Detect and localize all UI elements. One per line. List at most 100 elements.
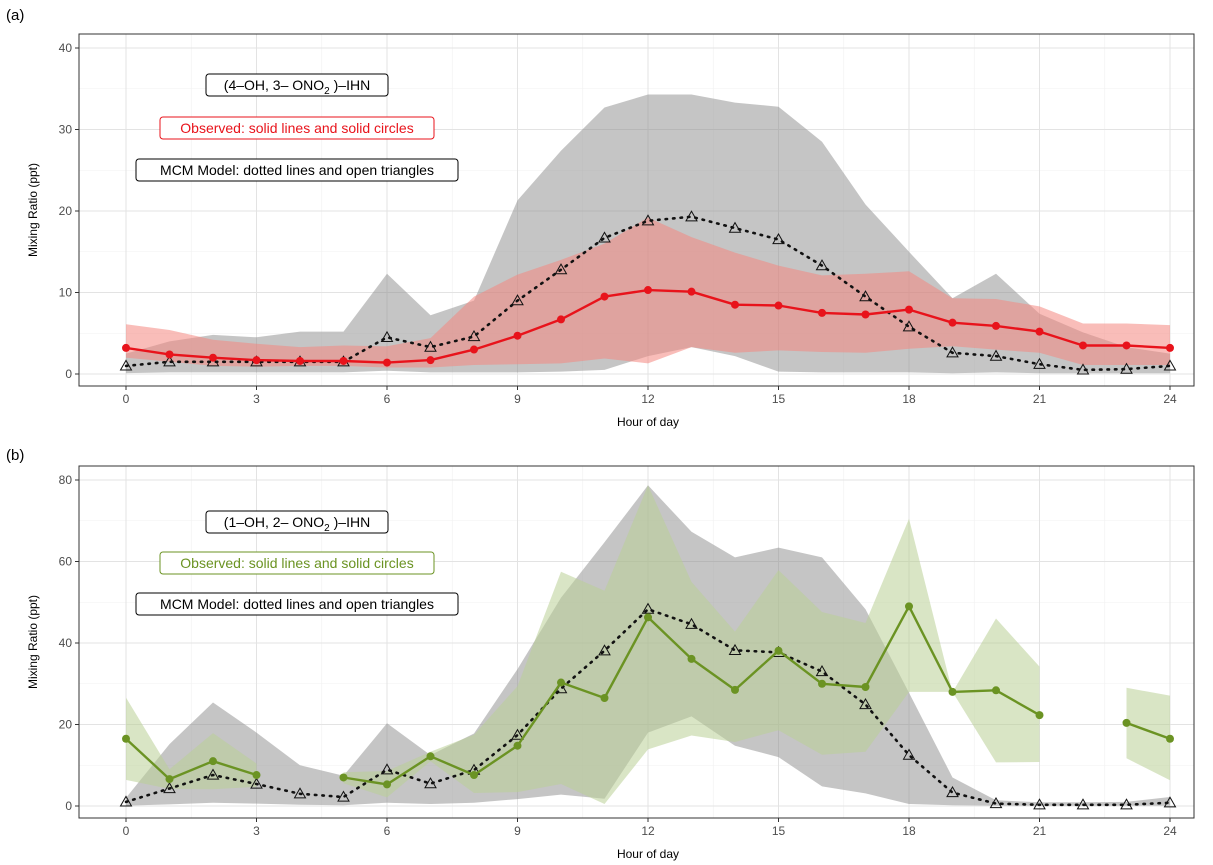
- observed-point: [1166, 734, 1174, 743]
- model-point: [685, 617, 698, 629]
- x-tick-label: 3: [253, 392, 260, 406]
- observed-point: [818, 679, 826, 688]
- observed-point: [383, 780, 391, 789]
- observed-point: [513, 331, 522, 340]
- model-point: [424, 777, 437, 789]
- plot-border: [78, 33, 1195, 387]
- observed-point: [296, 356, 304, 365]
- x-tick-label: 6: [384, 824, 391, 838]
- x-tick-label: 0: [123, 392, 130, 406]
- model-point: [598, 644, 611, 656]
- observed-point: [905, 305, 913, 314]
- model-point: [902, 748, 916, 760]
- x-tick-label: 24: [1163, 392, 1177, 406]
- model-legend-note-text: MCM Model: dotted lines and open triangl…: [160, 596, 434, 612]
- model-point: [641, 214, 655, 226]
- x-axis-title: Hour of day: [617, 415, 679, 429]
- model-point: [685, 210, 698, 222]
- observed-point: [383, 358, 391, 367]
- panel-label: (a): [6, 7, 24, 24]
- x-tick-label: 3: [253, 824, 260, 838]
- x-tick-label: 12: [641, 824, 655, 838]
- model-line: [124, 607, 1172, 807]
- observed-point: [122, 343, 130, 352]
- observed-point: [426, 752, 435, 761]
- x-tick-label: 0: [123, 824, 130, 838]
- model-point: [946, 346, 959, 358]
- model-point: [337, 790, 350, 802]
- model-point: [380, 763, 394, 775]
- x-axis-title: Hour of day: [617, 847, 679, 861]
- annotation-box: [159, 551, 435, 575]
- compound-text-subscript: 2: [324, 523, 330, 534]
- compound-text-pre: (4–OH, 3– ONO: [224, 77, 324, 93]
- observed-point: [165, 775, 174, 784]
- y-tick-label: 10: [59, 286, 73, 300]
- observed-point: [513, 741, 522, 750]
- observed-point: [252, 771, 261, 780]
- observed-point: [687, 287, 696, 296]
- observed-point: [948, 687, 957, 696]
- model-point: [206, 768, 220, 780]
- model-legend-note: MCM Model: dotted lines and open triangl…: [135, 158, 459, 182]
- x-tick-label: 18: [902, 392, 916, 406]
- model-point: [380, 330, 394, 342]
- model-point: [511, 294, 524, 306]
- model-point: [772, 233, 785, 245]
- observed-point: [818, 308, 826, 317]
- observed-range-band: [126, 697, 257, 790]
- model-point: [1163, 359, 1177, 371]
- y-tick-label: 30: [59, 123, 73, 137]
- observed-point: [644, 613, 652, 622]
- y-tick-label: 0: [65, 367, 72, 381]
- model-point: [467, 330, 481, 342]
- annotation-box: [205, 510, 389, 534]
- model-point: [511, 728, 524, 740]
- observed-line: [1126, 721, 1171, 740]
- model-point: [293, 787, 307, 799]
- observed-point: [557, 315, 565, 324]
- annotation-box: [135, 158, 459, 182]
- observed-legend-note: Observed: solid lines and solid circles: [159, 551, 435, 575]
- model-point: [1120, 362, 1133, 374]
- model-point: [728, 643, 742, 655]
- compound-label: (1–OH, 2– ONO2 )–IHN: [205, 510, 389, 534]
- panel-a: (a) 0 3 6 9 12 15 18 21 24 0 10 20 30 40 Hour of day Mix…: [6, 7, 1195, 429]
- observed-range-band: [1126, 687, 1170, 781]
- compound-text-pre: (1–OH, 2– ONO: [224, 514, 324, 530]
- observed-point: [339, 773, 348, 782]
- model-point: [1163, 796, 1177, 808]
- y-tick-label: 20: [59, 718, 73, 732]
- observed-range-band: [343, 485, 1040, 804]
- compound-text: (4–OH, 3– ONO2 )–IHN: [224, 77, 370, 97]
- observed-point: [992, 321, 1000, 330]
- annotation-box: [205, 73, 389, 97]
- observed-point: [470, 771, 478, 780]
- x-tick-label: 24: [1163, 824, 1177, 838]
- observed-point: [731, 300, 739, 309]
- model-point: [1076, 798, 1090, 810]
- observed-point: [1079, 341, 1087, 350]
- compound-label: (4–OH, 3– ONO2 )–IHN: [205, 73, 389, 97]
- observed-point: [339, 356, 348, 365]
- observed-point: [687, 654, 696, 663]
- model-point: [1076, 363, 1090, 375]
- x-tick-label: 18: [902, 824, 916, 838]
- model-point: [946, 786, 959, 798]
- annotation-box: [135, 592, 459, 616]
- observed-legend-note-text: Observed: solid lines and solid circles: [180, 120, 413, 136]
- model-point: [206, 355, 220, 367]
- observed-point: [557, 678, 565, 687]
- model-point: [554, 263, 568, 275]
- model-point: [119, 795, 133, 807]
- observed-point: [861, 310, 870, 319]
- observed-line: [125, 737, 257, 781]
- observed-point: [209, 353, 217, 362]
- model-point: [859, 290, 872, 302]
- observed-point: [1122, 341, 1131, 350]
- observed-point: [470, 345, 478, 354]
- model-point: [598, 231, 611, 243]
- observed-point: [600, 694, 609, 703]
- x-tick-label: 21: [1033, 824, 1047, 838]
